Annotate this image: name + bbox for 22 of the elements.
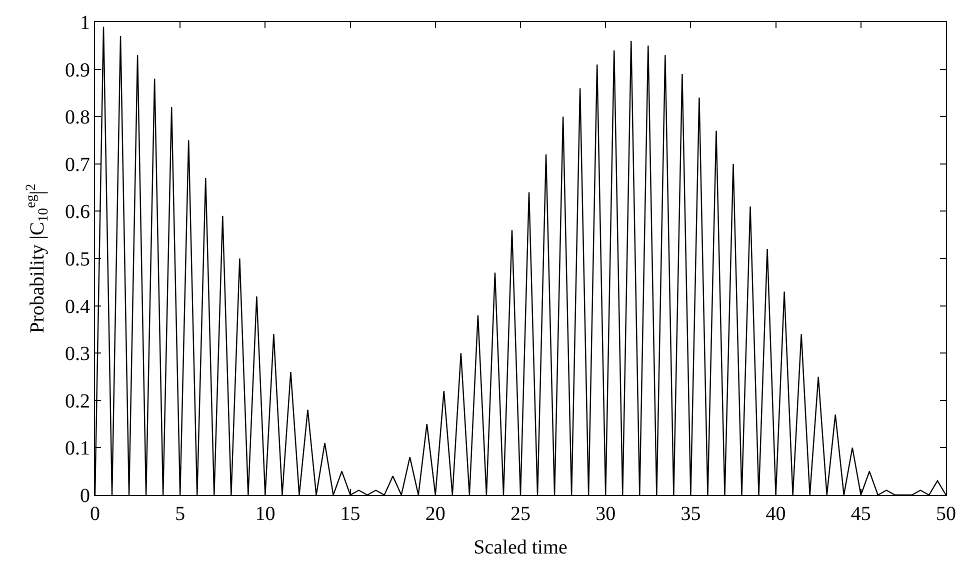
y-tick-label: 0.6 [65, 201, 90, 224]
x-tick-label: 45 [850, 503, 871, 525]
y-tick-label: 0.8 [65, 106, 90, 129]
x-tick-label: 50 [936, 503, 956, 525]
x-tick-label: 10 [255, 503, 276, 525]
x-tick-label: 15 [340, 503, 360, 525]
y-tick-label: 0.4 [65, 296, 90, 318]
x-tick-label: 35 [680, 503, 701, 525]
x-tick-label: 20 [425, 503, 446, 525]
y-tick-label: 1 [80, 12, 90, 34]
y-tick-label: 0.5 [65, 248, 90, 270]
y-tick-label: 0 [80, 485, 90, 507]
x-tick-label: 25 [510, 503, 530, 525]
y-tick-label: 0.2 [65, 390, 90, 412]
x-tick-label: 5 [175, 503, 186, 525]
x-tick-label: 30 [596, 503, 616, 525]
x-tick-label: 40 [766, 503, 786, 525]
y-tick-label: 0.9 [65, 59, 90, 82]
y-tick-label: 0.3 [65, 343, 90, 366]
y-tick-label: 0.7 [65, 154, 90, 176]
x-axis-title: Scaled time [474, 536, 568, 558]
y-tick-label: 0.1 [65, 438, 90, 460]
